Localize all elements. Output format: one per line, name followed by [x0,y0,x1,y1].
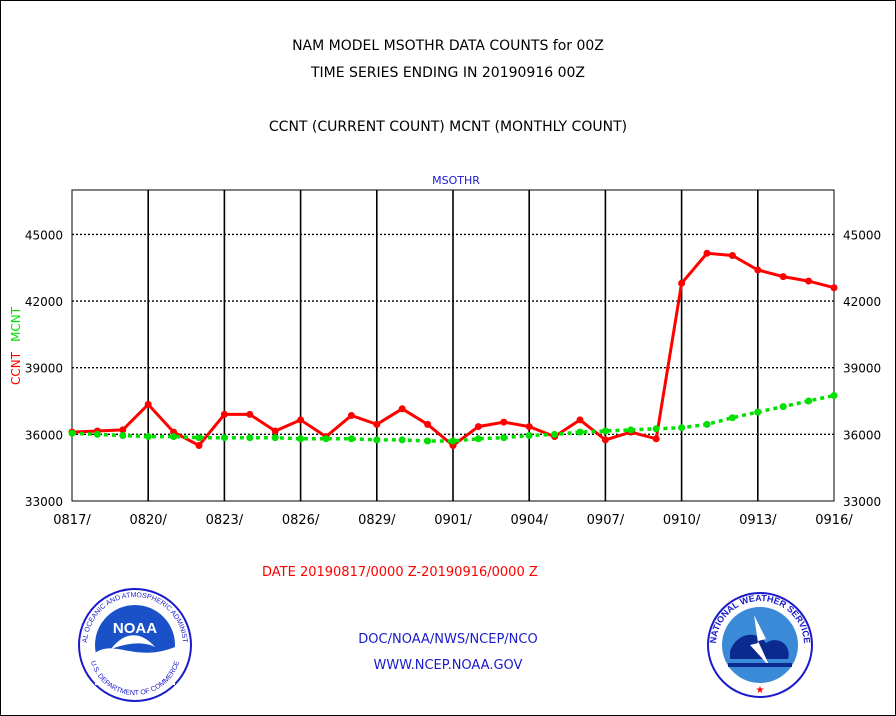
chart-title-line3: CCNT (CURRENT COUNT) MCNT (MONTHLY COUNT… [268,119,628,135]
data-point-mcnt [119,431,127,439]
data-point-mcnt [703,420,711,428]
y-tick-label-right: 33000 [843,495,881,509]
y-tick-label-left: 33000 [25,495,63,509]
org-label: DOC/NOAA/NWS/NCEP/NCO [358,632,538,647]
x-tick-label: 0904/ [510,513,548,528]
data-point-mcnt [474,435,482,443]
data-point-ccnt [500,418,508,426]
y-tick-label-right: 39000 [843,362,881,376]
data-point-mcnt [195,434,203,442]
data-point-mcnt [500,434,508,442]
y-tick-label-left: 39000 [25,362,63,376]
y-axis-label-ccnt: CCNT [9,351,23,385]
data-point-ccnt [398,405,406,413]
data-point-mcnt [627,426,635,434]
data-point-ccnt [678,279,686,287]
data-point-mcnt [449,437,457,445]
data-point-ccnt [474,423,482,431]
data-point-ccnt [220,410,228,418]
y-tick-label-right: 36000 [843,428,881,442]
chart-title-line2: TIME SERIES ENDING IN 20190916 00Z [311,65,585,81]
x-tick-label: 0901/ [434,513,472,528]
y-axis-label-mcnt: MCNT [9,306,23,342]
data-point-ccnt [805,277,813,285]
data-point-mcnt [728,414,736,422]
data-point-mcnt [601,427,609,435]
data-point-mcnt [678,424,686,432]
data-point-ccnt [119,426,127,434]
data-point-ccnt [652,435,660,443]
x-tick-label: 0820/ [129,513,167,528]
data-point-mcnt [297,435,305,443]
data-point-mcnt [170,433,178,441]
data-point-mcnt [779,403,787,411]
x-tick-label: 0826/ [282,513,320,528]
y-tick-label-left: 42000 [25,295,63,309]
y-tick-label-right: 45000 [843,228,881,242]
data-point-ccnt [424,420,432,428]
data-point-ccnt [601,436,609,444]
data-point-mcnt [220,434,228,442]
x-tick-label: 0829/ [358,513,396,528]
data-point-mcnt [398,436,406,444]
data-point-mcnt [68,429,76,437]
data-point-mcnt [576,428,584,436]
chart-title-line1: NAM MODEL MSOTHR DATA COUNTS for 00Z [292,38,604,54]
data-point-ccnt [754,266,762,274]
data-point-mcnt [805,397,813,405]
data-point-ccnt [347,411,355,419]
data-point-ccnt [271,427,279,435]
x-tick-label: 0910/ [663,513,701,528]
series-layer [68,249,838,449]
y-tick-label-left: 36000 [25,428,63,442]
data-point-ccnt [195,441,203,449]
data-point-mcnt [93,430,101,438]
x-tick-label: 0916/ [815,513,853,528]
data-point-mcnt [271,434,279,442]
data-point-mcnt [830,391,838,399]
x-tick-label: 0823/ [206,513,244,528]
data-point-mcnt [373,436,381,444]
data-point-ccnt [373,420,381,428]
data-point-mcnt [525,431,533,439]
y-axis-label: CCNT MCNT [9,306,23,385]
x-tick-label: 0817/ [53,513,91,528]
data-point-mcnt [754,408,762,416]
data-point-ccnt [297,416,305,424]
data-point-ccnt [576,416,584,424]
data-point-mcnt [322,435,330,443]
data-point-ccnt [246,410,254,418]
url-link[interactable]: WWW.NCEP.NOAA.GOV [373,658,523,673]
y-tick-label-left: 45000 [25,228,63,242]
grid-layer [71,189,835,502]
axis-label-layer: 0817/0820/0823/0826/0829/0901/0904/0907/… [9,174,881,528]
data-point-mcnt [551,430,559,438]
data-point-ccnt [525,423,533,431]
data-point-ccnt [728,252,736,260]
data-point-mcnt [144,433,152,441]
data-point-mcnt [424,437,432,445]
data-point-ccnt [779,273,787,281]
date-range-label: DATE 20190817/0000 Z-20190916/0000 Z [262,565,538,580]
data-point-ccnt [144,400,152,408]
y-tick-label-right: 42000 [843,295,881,309]
x-tick-label: 0907/ [587,513,625,528]
data-point-mcnt [246,434,254,442]
data-point-ccnt [830,284,838,292]
x-tick-label: 0913/ [739,513,777,528]
data-point-ccnt [703,249,711,257]
data-point-mcnt [652,425,660,433]
data-point-mcnt [347,435,355,443]
chart-subtitle: MSOTHR [432,174,480,187]
